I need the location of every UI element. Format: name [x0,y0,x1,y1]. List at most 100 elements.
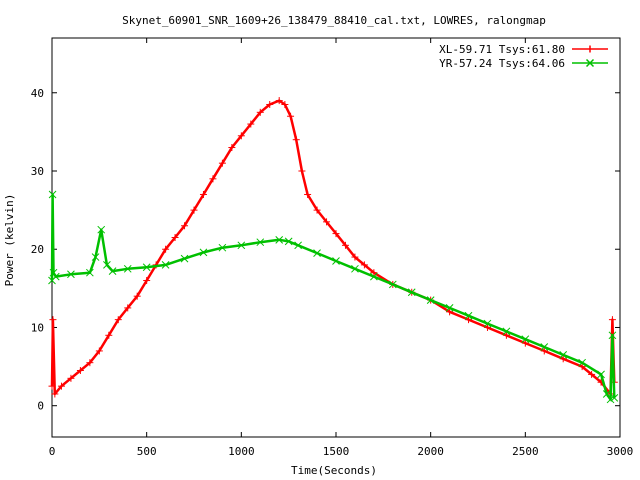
data-point-yr [483,319,492,328]
x-axis-ticks: 0 500 1000 1500 2000 2500 3000 [49,38,633,458]
data-point-xl [143,277,151,285]
data-point-xl [228,144,236,152]
data-point-xl [298,167,306,175]
data-point-yr [67,270,75,279]
data-point-yr [123,264,132,273]
data-point-xl [370,269,378,277]
data-point-yr [103,261,111,269]
data-point-yr [48,190,57,199]
data-point-yr [540,343,549,351]
data-point-xl [162,245,170,253]
data-point-xl [181,222,189,230]
y-axis-label: Power (kelvin) [3,194,16,287]
data-point-yr [426,296,435,304]
data-point-xl [133,292,141,300]
data-point-yr [199,248,208,257]
data-point-yr [559,350,568,359]
chart-title: Skynet_60901_SNR_1609+26_138479_88410_ca… [122,14,546,27]
data-point-xl [341,241,349,249]
data-point-xl [351,253,359,261]
data-point-yr [51,272,60,281]
data-point-yr [237,241,246,250]
series-layer [48,97,619,404]
data-point-xl [588,370,596,378]
data-point-xl [209,175,217,183]
data-point-yr [275,235,284,244]
data-point-yr [49,268,58,277]
legend-label-xl: XL-59.71 Tsys:61.80 [439,43,565,56]
data-point-yr [578,358,586,367]
data-point-xl [51,390,59,398]
data-point-xl [521,339,529,347]
legend-swatch-xl [572,45,608,53]
data-point-xl [266,101,274,108]
data-point-xl [48,382,56,390]
data-point-yr [445,304,454,312]
data-point-xl [287,112,295,120]
data-point-yr [284,237,293,246]
data-point-xl [237,132,245,140]
data-point-yr [86,268,94,277]
data-point-xl [190,206,198,214]
data-point-yr [597,370,605,379]
data-point-xl [313,206,321,214]
data-point-xl [281,101,289,108]
data-point-xl [247,120,255,128]
data-point-yr [407,288,416,297]
data-point-xl [218,159,226,167]
data-point-xl [608,316,616,324]
data-point-xl [446,308,454,316]
data-point-xl [67,374,75,382]
legend-label-yr: YR-57.24 Tsys:64.06 [439,57,565,70]
data-point-xl [57,382,65,390]
data-point-xl [199,190,207,198]
data-point-xl [105,331,113,339]
legend-marker-x [585,58,595,68]
x-tick-label: 0 [49,445,56,458]
series-line-xl [50,99,616,396]
data-point-xl [171,234,179,241]
y-tick-label: 40 [31,87,44,100]
legend: XL-59.71 Tsys:61.80 YR-57.24 Tsys:64.06 [439,43,608,70]
x-tick-label: 2000 [417,445,444,458]
data-point-xl [275,97,283,105]
data-point-xl [502,331,510,339]
data-point-yr [370,272,378,281]
data-point-xl [360,261,368,269]
data-point-yr [142,263,151,272]
data-point-yr [294,241,302,250]
data-point-yr [218,243,227,252]
data-point-yr [180,254,189,263]
y-tick-label: 30 [31,165,44,178]
data-point-yr [610,394,619,402]
y-tick-label: 0 [37,400,44,413]
data-point-xl [332,230,340,238]
x-tick-label: 2500 [512,445,539,458]
data-point-xl [114,316,122,324]
data-point-yr [608,331,617,340]
y-tick-label: 10 [31,321,44,334]
y-axis-ticks: 0 10 20 30 40 [31,87,620,413]
data-point-xl [559,355,567,363]
data-point-xl [465,316,473,324]
data-point-yr [313,249,321,258]
data-point-yr [108,267,117,275]
x-tick-label: 500 [137,445,157,458]
data-point-yr [602,390,611,398]
x-axis-label: Time(Seconds) [291,464,377,477]
data-point-xl [323,218,331,226]
data-point-xl [49,316,57,324]
data-point-xl [124,304,132,312]
data-point-xl [256,108,264,116]
legend-swatch-yr [572,58,608,68]
data-point-yr [161,261,170,269]
data-point-xl [95,347,103,355]
data-point-xl [76,367,84,374]
data-point-yr [332,257,340,265]
data-point-xl [292,136,300,144]
data-point-yr [502,327,511,336]
data-point-xl [578,363,586,371]
data-point-yr [351,264,359,273]
plot-frame [51,37,621,438]
